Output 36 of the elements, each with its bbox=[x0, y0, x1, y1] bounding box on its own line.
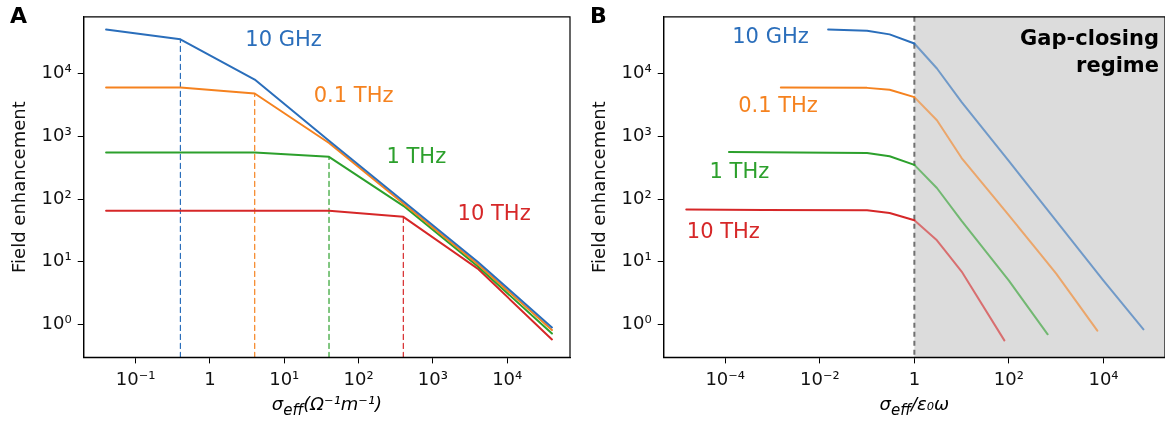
chart-title: B bbox=[590, 2, 607, 28]
chart-title: A bbox=[10, 2, 28, 28]
y-tick-label: 10⁴ bbox=[621, 61, 652, 83]
x-tick-label: 10² bbox=[343, 367, 374, 389]
series-label: 10 GHz bbox=[245, 27, 322, 52]
y-tick-label: 10¹ bbox=[41, 249, 72, 271]
y-tick-label: 10² bbox=[41, 186, 72, 208]
x-tick-label: 10⁻² bbox=[799, 367, 840, 389]
x-tick-label: 10³ bbox=[417, 367, 448, 389]
y-tick-label: 10³ bbox=[41, 123, 72, 145]
x-tick-label: 10⁴ bbox=[1088, 367, 1119, 389]
x-tick-label: 10⁻⁴ bbox=[705, 367, 746, 389]
series-label: 10 THz bbox=[686, 218, 760, 243]
x-tick-label: 10⁴ bbox=[492, 367, 523, 389]
x-axis-title: σ$_{eff}$/ε₀ω bbox=[879, 393, 950, 419]
y-tick-label: 10² bbox=[621, 186, 652, 208]
x-tick-label: 1 bbox=[908, 367, 921, 389]
x-axis-title: σ$_{eff}$(Ω⁻¹m⁻¹) bbox=[271, 393, 382, 419]
series-label: 1 THz bbox=[709, 158, 770, 183]
y-axis-title: Field enhancement bbox=[8, 101, 30, 273]
series-label: 10 THz bbox=[457, 201, 531, 226]
y-tick-label: 10¹ bbox=[621, 249, 652, 271]
series-label: 1 THz bbox=[386, 143, 447, 168]
x-tick-label: 10⁻¹ bbox=[115, 367, 156, 389]
y-tick-label: 10³ bbox=[621, 123, 652, 145]
y-tick-label: 10⁰ bbox=[621, 312, 652, 334]
series-label: 0.1 THz bbox=[738, 93, 818, 118]
band-label: Gap-closing regime bbox=[1020, 25, 1159, 77]
x-tick-label: 10² bbox=[993, 367, 1024, 389]
x-tick-label: 10¹ bbox=[269, 367, 300, 389]
y-tick-label: 10⁰ bbox=[41, 312, 72, 334]
series-label: 10 GHz bbox=[732, 24, 809, 49]
series-label: 0.1 THz bbox=[313, 82, 394, 107]
x-tick-label: 1 bbox=[204, 367, 216, 389]
y-tick-label: 10⁴ bbox=[41, 61, 72, 83]
y-axis-title: Field enhancement bbox=[588, 101, 610, 273]
